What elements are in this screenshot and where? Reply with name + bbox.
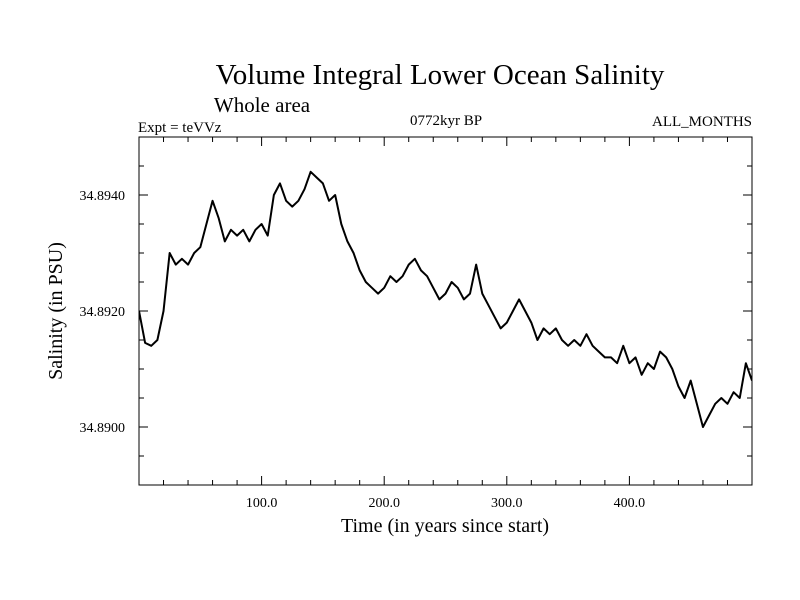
chart-title: Volume Integral Lower Ocean Salinity bbox=[216, 59, 665, 91]
months-label: ALL_MONTHS bbox=[652, 114, 752, 130]
chart-subtitle: Whole area bbox=[214, 93, 311, 117]
salinity-series-line bbox=[139, 170, 752, 428]
axis-ticks bbox=[139, 137, 752, 485]
experiment-label: Expt = teVVz bbox=[138, 120, 222, 136]
x-axis-label: Time (in years since start) bbox=[341, 515, 549, 537]
plot-frame bbox=[138, 136, 753, 486]
plot-area bbox=[139, 170, 752, 428]
y-tick-label: 34.8900 bbox=[80, 421, 126, 436]
x-tick-label: 400.0 bbox=[614, 496, 646, 511]
y-axis-label: Salinity (in PSU) bbox=[45, 242, 67, 380]
y-tick-label: 34.8940 bbox=[80, 189, 126, 204]
axis-tick-labels: 100.0 200.0 300.0 400.0 34.8900 34.8920 34.894… bbox=[80, 189, 646, 511]
x-tick-label: 300.0 bbox=[491, 496, 523, 511]
period-label: 0772kyr BP bbox=[410, 113, 482, 129]
y-tick-label: 34.8920 bbox=[80, 305, 126, 320]
x-tick-label: 200.0 bbox=[368, 496, 400, 511]
x-tick-label: 100.0 bbox=[246, 496, 278, 511]
